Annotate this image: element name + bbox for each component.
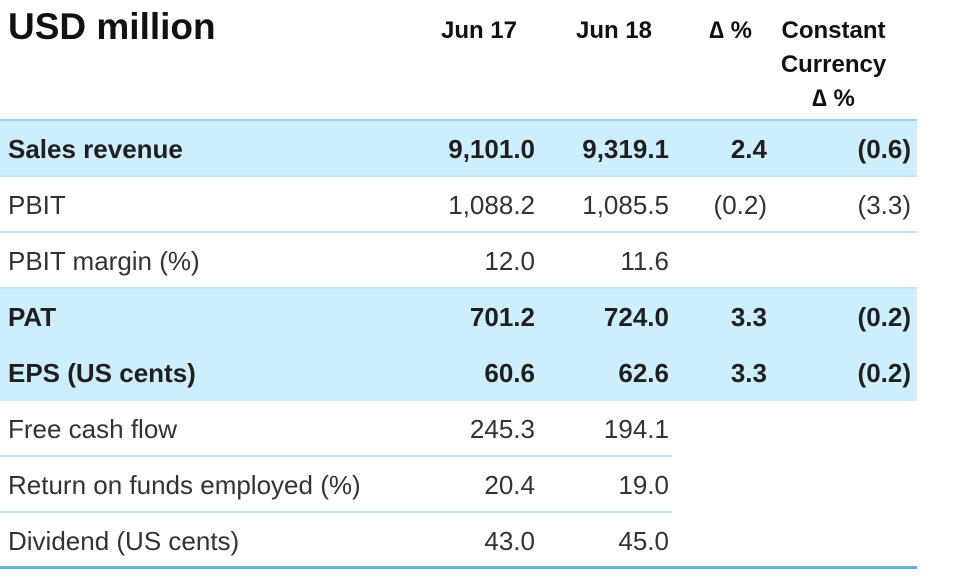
cell-constant-currency: (0.2) — [857, 358, 911, 388]
cell-jun18: 45.0 — [618, 526, 669, 556]
row-label: PBIT margin (%) — [8, 246, 200, 276]
row-label: Free cash flow — [8, 414, 178, 444]
table-title: USD million — [8, 6, 216, 47]
cell-jun18: 194.1 — [603, 414, 669, 444]
cell-change-pct: 2.4 — [730, 134, 767, 164]
table-row: PAT 701.2 724.0 3.3 (0.2) — [0, 289, 917, 345]
row-label: Sales revenue — [8, 134, 183, 164]
cell-change-pct: 3.3 — [730, 302, 767, 332]
table-row: Return on funds employed (%) 20.4 19.0 — [0, 457, 917, 513]
row-label: Return on funds employed (%) — [8, 470, 361, 500]
row-separator — [0, 455, 672, 457]
table-bottom-rule — [0, 566, 917, 569]
cell-jun17: 60.6 — [484, 358, 535, 388]
table-row: PBIT 1,088.2 1,085.5 (0.2) (3.3) — [0, 177, 917, 233]
table-row: EPS (US cents) 60.6 62.6 3.3 (0.2) — [0, 345, 917, 401]
cell-jun18: 62.6 — [618, 358, 669, 388]
cell-jun17: 9,101.0 — [448, 134, 535, 164]
cell-jun18: 9,319.1 — [582, 134, 669, 164]
row-separator — [0, 175, 917, 177]
header-divider — [0, 119, 917, 121]
cell-jun18: 11.6 — [620, 246, 669, 276]
cell-jun18: 19.0 — [618, 470, 669, 500]
column-header-constant-currency: Constant Currency ∆ % — [762, 14, 905, 116]
row-label: EPS (US cents) — [8, 358, 196, 388]
cell-constant-currency: (0.6) — [857, 134, 911, 164]
column-header-jun17: Jun 17 — [440, 17, 517, 44]
column-header-change-pct: ∆ % — [709, 17, 752, 44]
cell-jun18: 1,085.5 — [582, 190, 669, 220]
table-row: PBIT margin (%) 12.0 11.6 — [0, 233, 917, 289]
cell-jun17: 701.2 — [469, 302, 535, 332]
row-separator — [0, 231, 917, 233]
table-row: Sales revenue 9,101.0 9,319.1 2.4 (0.6) — [0, 121, 917, 177]
table-row: Dividend (US cents) 43.0 45.0 — [0, 513, 917, 569]
header-line-currency: Currency — [780, 51, 887, 78]
cell-constant-currency: (0.2) — [857, 302, 911, 332]
cell-jun17: 43.0 — [484, 526, 535, 556]
row-label: PBIT — [8, 190, 66, 220]
row-separator — [0, 511, 672, 513]
cell-change-pct: 3.3 — [730, 358, 767, 388]
cell-jun17: 1,088.2 — [448, 190, 535, 220]
row-label: Dividend (US cents) — [8, 526, 240, 556]
table-row: Free cash flow 245.3 194.1 — [0, 401, 917, 457]
cell-jun17: 245.3 — [469, 414, 535, 444]
row-label: PAT — [8, 302, 57, 332]
cell-jun17: 20.4 — [484, 470, 535, 500]
column-header-jun18: Jun 18 — [575, 17, 652, 44]
header-line-constant: Constant — [781, 17, 886, 44]
row-separator — [0, 287, 917, 289]
cell-constant-currency: (3.3) — [857, 190, 911, 220]
cell-change-pct: (0.2) — [713, 190, 767, 220]
header-line-change-pct: ∆ % — [812, 85, 855, 112]
cell-jun17: 12.0 — [484, 246, 535, 276]
cell-jun18: 724.0 — [603, 302, 669, 332]
financial-table: Sales revenue 9,101.0 9,319.1 2.4 (0.6) PBIT 1… — [0, 121, 917, 569]
